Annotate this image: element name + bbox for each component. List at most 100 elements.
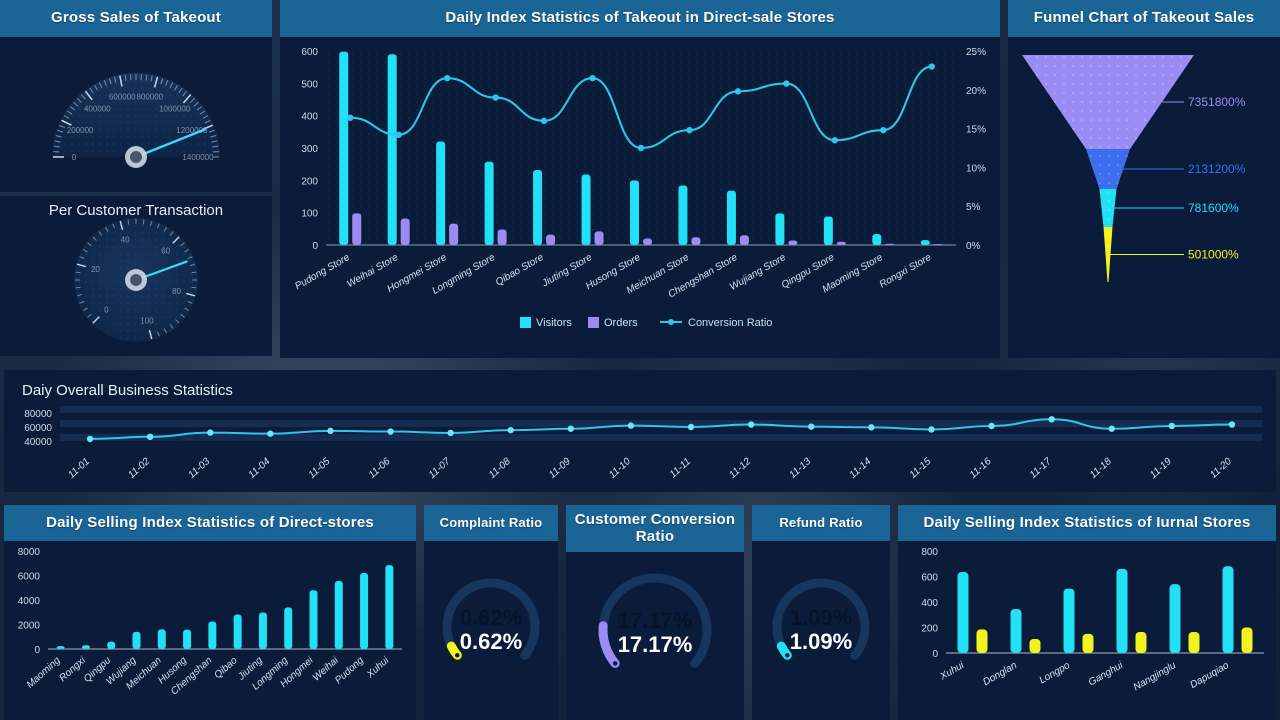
bar-direct-store [309, 590, 318, 649]
svg-text:11-18: 11-18 [1088, 456, 1114, 481]
svg-text:80000: 80000 [24, 409, 52, 420]
bar-direct-store [385, 565, 394, 649]
svg-text:0%: 0% [966, 241, 981, 252]
svg-text:Pudong: Pudong [333, 655, 366, 687]
complaint-ring-gauge: 0.62%0.62% [442, 578, 540, 660]
panel-title-iurnal-stores: Daily Selling Index Statistics of Iurnal… [898, 505, 1276, 541]
svg-text:25%: 25% [966, 47, 986, 58]
bar-series-a [1010, 609, 1022, 653]
bar-direct-store [360, 573, 369, 649]
conversion-gauge-body: 17.17% 17.17% [566, 552, 744, 720]
gauge-value-label: 17.17% [618, 632, 693, 657]
bar-visitors [581, 174, 591, 245]
gross-sales-gauge: 0 200000 400000 600000 800000 1000000 1200000 1… [52, 73, 220, 168]
svg-text:0: 0 [312, 241, 318, 252]
daily-index-chart: 0 100 200 300 400 500 600 0% 5% 10% 15% 20% 25% Pudon… [293, 47, 986, 329]
svg-text:Qibao: Qibao [212, 655, 240, 681]
bar-visitors [339, 51, 349, 245]
panel-refund: Refund Ratio 1.09% 1.09% [752, 505, 890, 720]
complaint-gauge-body: 0.62% 0.62% [424, 541, 558, 720]
bar-series-b [1241, 627, 1253, 653]
bar-orders [739, 235, 749, 245]
bar-visitors [436, 141, 446, 245]
svg-text:Ganghui: Ganghui [1087, 660, 1126, 689]
gauge-value-label: 0.62% [460, 629, 522, 654]
svg-text:11-12: 11-12 [727, 456, 753, 481]
per-customer-gauge-body: Per Customer Transaction 0 20 40 60 80 100 [0, 196, 272, 356]
svg-text:11-06: 11-06 [367, 456, 393, 481]
bar-direct-store [107, 641, 116, 649]
svg-text:2000: 2000 [18, 621, 41, 632]
svg-text:400: 400 [921, 598, 938, 609]
overall-line-chart: 40000 60000 80000 11-01 11-02 11-03 11-04 11-05… [24, 406, 1262, 481]
svg-text:1400000: 1400000 [182, 153, 214, 162]
svg-text:Xuhui: Xuhui [364, 655, 392, 681]
bar-series-a [1116, 568, 1128, 653]
panel-title-complaint: Complaint Ratio [424, 505, 558, 541]
svg-text:Donglan: Donglan [981, 660, 1019, 688]
legend-label-conversion-ratio: Conversion Ratio [688, 317, 772, 329]
iurnal-stores-chart-body: 0 200 400 600 800 Xuhui Donglan Longpo Ganghui Na… [898, 541, 1276, 720]
gauge-value-shadow: 1.09% [790, 605, 852, 630]
svg-text:40000: 40000 [24, 437, 52, 448]
bar-visitors [533, 169, 543, 245]
bar-series-a [1222, 566, 1234, 653]
svg-text:60000: 60000 [24, 423, 52, 434]
svg-text:11-20: 11-20 [1208, 456, 1234, 481]
panel-direct-stores: Daily Selling Index Statistics of Direct… [4, 505, 416, 720]
legend-swatch-orders [588, 317, 599, 328]
panel-gross-sales: Gross Sales of Takeout 0 200000 400000 6000… [0, 0, 272, 192]
svg-text:Qibao Store: Qibao Store [494, 252, 546, 288]
svg-text:Dapuqiao: Dapuqiao [1188, 660, 1231, 691]
panel-conversion: Customer Conversion Ratio 17.17% 17.17% [566, 505, 744, 720]
panel-complaint: Complaint Ratio 0.62% 0.62% [424, 505, 558, 720]
svg-text:80: 80 [172, 287, 181, 296]
legend-swatch-conversion-ratio [668, 319, 674, 325]
legend-swatch-visitors [520, 317, 531, 328]
svg-text:Xuhui: Xuhui [937, 660, 966, 683]
bar-series-b [1029, 638, 1041, 653]
funnel-chart-body: 7351800% 2131200% 781600% 501000% [1008, 37, 1280, 358]
bar-direct-store [233, 614, 242, 649]
svg-text:11-07: 11-07 [427, 456, 453, 481]
bar-visitors [484, 161, 494, 245]
bar-series-b [1082, 633, 1094, 653]
overall-chart-body: Daiy Overall Business Statistics 40000 60… [4, 370, 1276, 492]
svg-text:0: 0 [34, 645, 40, 656]
svg-text:10%: 10% [966, 163, 986, 174]
svg-text:0: 0 [104, 306, 109, 315]
bar-series-a [1169, 584, 1181, 653]
svg-text:1000000: 1000000 [159, 105, 191, 114]
svg-text:11-13: 11-13 [787, 456, 813, 481]
svg-text:200: 200 [301, 176, 318, 187]
svg-text:Pudong Store: Pudong Store [293, 252, 352, 292]
bar-orders [885, 243, 895, 245]
bar-series-b [1135, 631, 1147, 653]
panel-title-overall: Daiy Overall Business Statistics [22, 382, 233, 399]
bar-visitors [823, 216, 833, 245]
bar-visitors [920, 240, 930, 245]
bar-orders [594, 231, 604, 245]
svg-text:500: 500 [301, 79, 318, 90]
gauge-value-label: 1.09% [790, 629, 852, 654]
svg-text:Rongxi Store: Rongxi Store [878, 252, 934, 291]
conversion-ring-gauge: 17.17%17.17% [598, 573, 712, 668]
svg-text:Nangjinglu: Nangjinglu [1132, 660, 1179, 693]
svg-text:Longpo: Longpo [1038, 660, 1073, 686]
funnel-label: 7351800% [1188, 95, 1246, 109]
svg-text:11-03: 11-03 [186, 456, 212, 481]
svg-text:0: 0 [932, 649, 938, 660]
gauge-track [442, 578, 540, 660]
legend-label-orders: Orders [604, 317, 638, 329]
funnel-chart: 7351800% 2131200% 781600% 501000% [1022, 55, 1246, 282]
panel-title-daily-index: Daily Index Statistics of Takeout in Dir… [280, 0, 1000, 37]
bar-direct-store [258, 612, 267, 649]
bar-orders [546, 234, 556, 245]
svg-text:11-16: 11-16 [968, 456, 994, 481]
svg-text:15%: 15% [966, 125, 986, 136]
svg-text:600000: 600000 [109, 93, 136, 102]
bar-visitors [387, 54, 397, 245]
bar-visitors [630, 180, 639, 245]
refund-ring-gauge: 1.09%1.09% [772, 578, 870, 660]
bar-visitors [726, 190, 736, 245]
